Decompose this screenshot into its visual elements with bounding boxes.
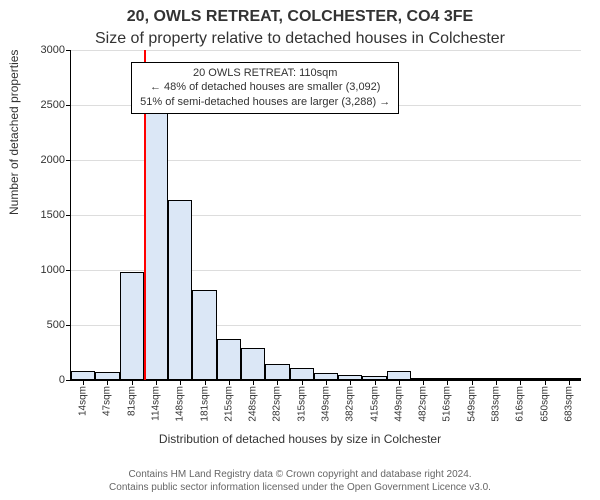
- x-tick-label: 549sqm: [466, 386, 477, 422]
- x-tick-label: 616sqm: [515, 386, 526, 422]
- x-tick-mark: [253, 380, 254, 385]
- histogram-bar: [265, 364, 289, 381]
- x-tick-label: 81sqm: [126, 386, 137, 416]
- y-tick-label: 2500: [41, 99, 71, 111]
- y-tick-label: 3000: [41, 44, 71, 56]
- y-tick-label: 1500: [41, 209, 71, 221]
- x-tick-mark: [156, 380, 157, 385]
- x-tick-mark: [180, 380, 181, 385]
- title-line-2: Size of property relative to detached ho…: [0, 28, 600, 50]
- histogram-bar: [71, 371, 95, 380]
- x-tick-mark: [326, 380, 327, 385]
- annotation-box: 20 OWLS RETREAT: 110sqm← 48% of detached…: [131, 62, 399, 115]
- x-tick-label: 415sqm: [369, 386, 380, 422]
- annotation-line: 51% of semi-detached houses are larger (…: [140, 95, 390, 110]
- footer-line-2: Contains public sector information licen…: [0, 481, 600, 494]
- x-tick-mark: [83, 380, 84, 385]
- x-tick-mark: [107, 380, 108, 385]
- x-tick-label: 215sqm: [223, 386, 234, 422]
- chart-container: { "title": { "line1": "20, OWLS RETREAT,…: [0, 0, 600, 500]
- histogram-bar: [95, 372, 119, 380]
- histogram-bar: [290, 368, 314, 380]
- x-tick-mark: [520, 380, 521, 385]
- x-tick-label: 248sqm: [248, 386, 259, 422]
- histogram-bar: [387, 371, 411, 380]
- x-tick-mark: [423, 380, 424, 385]
- histogram-bar: [217, 339, 241, 380]
- annotation-line: ← 48% of detached houses are smaller (3,…: [140, 80, 390, 95]
- x-tick-label: 516sqm: [442, 386, 453, 422]
- y-tick-label: 0: [59, 374, 71, 386]
- x-tick-mark: [545, 380, 546, 385]
- y-axis-label: Number of detached properties: [7, 50, 21, 215]
- x-tick-mark: [447, 380, 448, 385]
- x-tick-mark: [229, 380, 230, 385]
- x-tick-mark: [132, 380, 133, 385]
- x-tick-mark: [496, 380, 497, 385]
- footer-line-1: Contains HM Land Registry data © Crown c…: [0, 468, 600, 481]
- x-tick-label: 47sqm: [102, 386, 113, 416]
- grid-line: [71, 50, 581, 51]
- x-tick-label: 650sqm: [539, 386, 550, 422]
- x-tick-label: 14sqm: [78, 386, 89, 416]
- title-block: 20, OWLS RETREAT, COLCHESTER, CO4 3FE Si…: [0, 0, 600, 49]
- x-tick-label: 114sqm: [151, 386, 162, 421]
- attribution-footer: Contains HM Land Registry data © Crown c…: [0, 468, 600, 494]
- x-tick-mark: [569, 380, 570, 385]
- x-tick-label: 449sqm: [393, 386, 404, 422]
- x-tick-mark: [350, 380, 351, 385]
- y-tick-label: 2000: [41, 154, 71, 166]
- x-tick-mark: [375, 380, 376, 385]
- histogram-bar: [168, 200, 192, 380]
- y-tick-label: 1000: [41, 264, 71, 276]
- x-tick-mark: [302, 380, 303, 385]
- histogram-bar: [144, 108, 168, 380]
- x-tick-mark: [472, 380, 473, 385]
- x-tick-mark: [277, 380, 278, 385]
- x-tick-label: 148sqm: [175, 386, 186, 422]
- histogram-bar: [192, 290, 216, 380]
- title-line-1: 20, OWLS RETREAT, COLCHESTER, CO4 3FE: [0, 6, 600, 28]
- x-tick-mark: [205, 380, 206, 385]
- plot-area: 05001000150020002500300014sqm47sqm81sqm1…: [70, 50, 581, 381]
- x-tick-label: 349sqm: [321, 386, 332, 422]
- x-tick-label: 315sqm: [296, 386, 307, 422]
- histogram-bar: [241, 348, 265, 380]
- x-tick-label: 382sqm: [345, 386, 356, 422]
- histogram-bar: [120, 272, 144, 380]
- x-tick-label: 482sqm: [418, 386, 429, 422]
- x-tick-mark: [399, 380, 400, 385]
- annotation-line: 20 OWLS RETREAT: 110sqm: [140, 66, 390, 81]
- y-tick-label: 500: [47, 319, 71, 331]
- x-tick-label: 583sqm: [491, 386, 502, 422]
- x-tick-label: 282sqm: [272, 386, 283, 422]
- x-axis-label: Distribution of detached houses by size …: [0, 432, 600, 446]
- histogram-bar: [314, 373, 338, 380]
- x-tick-label: 181sqm: [199, 386, 210, 422]
- x-tick-label: 683sqm: [563, 386, 574, 422]
